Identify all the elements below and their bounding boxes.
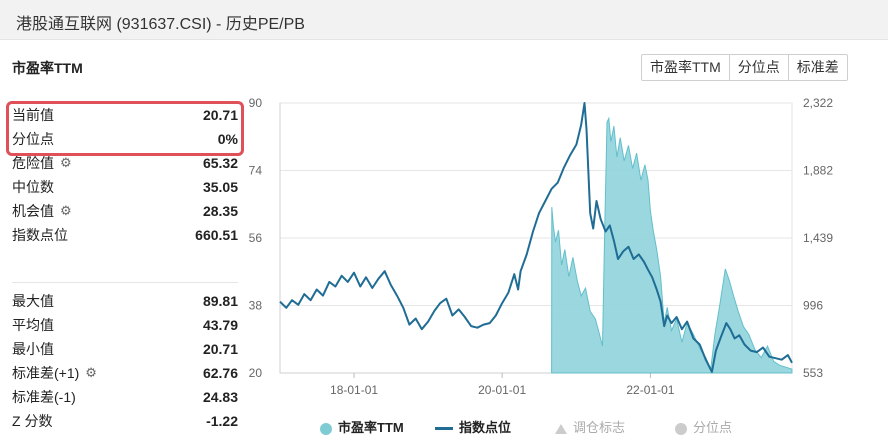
section-title: 市盈率TTM <box>12 60 83 76</box>
stat-value: 89.81 <box>202 293 238 309</box>
y-right-tick-label: 996 <box>803 299 823 313</box>
stat-value: 43.79 <box>202 317 238 333</box>
y-right-tick-label: 1,439 <box>803 231 833 245</box>
tab-std-dev[interactable]: 标准差 <box>796 59 839 75</box>
stat-value: 20.71 <box>202 341 238 357</box>
gear-icon[interactable]: ⚙ <box>60 155 72 170</box>
legend-dot-icon <box>675 422 687 435</box>
stat-value: 24.83 <box>202 389 238 405</box>
x-tick-label: 18-01-01 <box>330 383 378 397</box>
stats-divider <box>12 282 238 283</box>
stat-row-opportunity-value: 机会值 ⚙ 28.35 <box>12 199 238 223</box>
window-title-bar: 港股通互联网 (931637.CSI) - 历史PE/PB <box>0 0 888 40</box>
y-right-tick-label: 1,882 <box>803 164 833 178</box>
legend-pe-ttm[interactable]: 市盈率TTM <box>320 418 404 438</box>
stat-label: 当前值 <box>12 107 54 123</box>
stat-label: 最小值 <box>12 341 54 357</box>
stat-row-std-minus-1: 标准差(-1) 24.83 <box>12 385 238 409</box>
stat-value: 35.05 <box>202 179 238 195</box>
y-left-tick-label: 56 <box>249 231 263 245</box>
stat-row-mean-value: 平均值 43.79 <box>12 313 238 337</box>
pe-ttm-area <box>551 116 793 374</box>
stat-label: 中位数 <box>12 179 54 195</box>
stat-label: Z 分数 <box>12 413 53 429</box>
stat-label: 指数点位 <box>12 227 68 243</box>
y-right-tick-label: 2,322 <box>803 96 833 110</box>
gear-icon[interactable]: ⚙ <box>60 203 72 218</box>
y-left-tick-label: 20 <box>249 366 263 380</box>
legend-dot-icon <box>320 422 332 435</box>
stat-value: 660.51 <box>195 227 238 243</box>
stat-row-index-level: 指数点位 660.51 <box>12 223 238 247</box>
x-tick-label: 20-01-01 <box>478 383 526 397</box>
legend-triangle-icon <box>555 423 567 434</box>
stat-row-danger-value: 危险值 ⚙ 65.32 <box>12 151 238 175</box>
stat-value: 28.35 <box>202 203 238 219</box>
stat-value: 62.76 <box>202 365 238 381</box>
stat-label: 标准差(-1) <box>12 389 76 405</box>
stat-row-max-value: 最大值 89.81 <box>12 289 238 313</box>
stat-label: 标准差(+1) ⚙ <box>12 361 97 385</box>
tab-pe-ttm[interactable]: 市盈率TTM <box>642 55 730 80</box>
window-title: 港股通互联网 (931637.CSI) - 历史PE/PB <box>16 16 305 33</box>
stat-row-z-score: Z 分数 -1.22 <box>12 409 238 433</box>
stat-value: 0% <box>217 131 238 147</box>
stat-row-current-value: 当前值 20.71 <box>12 103 238 127</box>
stat-value: 20.71 <box>202 107 238 123</box>
x-tick-label: 22-01-01 <box>626 383 674 397</box>
gear-icon[interactable]: ⚙ <box>85 365 97 380</box>
stat-label: 危险值 ⚙ <box>12 151 72 175</box>
y-left-tick-label: 74 <box>249 164 263 178</box>
stat-row-std-plus-1: 标准差(+1) ⚙ 62.76 <box>12 361 238 385</box>
tab-percentile[interactable]: 分位点 <box>730 55 789 80</box>
stat-row-min-value: 最小值 20.71 <box>12 337 238 361</box>
stat-row-median: 中位数 35.05 <box>12 175 238 199</box>
current-value-highlight <box>6 101 244 156</box>
legend-line-icon <box>435 427 453 431</box>
stat-label: 最大值 <box>12 293 54 309</box>
y-left-tick-label: 90 <box>249 96 263 110</box>
legend-label: 指数点位 <box>459 420 512 435</box>
stat-label: 分位点 <box>12 131 54 147</box>
stat-value: -1.22 <box>206 413 238 429</box>
stat-value: 65.32 <box>202 155 238 171</box>
stat-label: 平均值 <box>12 317 54 333</box>
stat-label: 机会值 ⚙ <box>12 199 72 223</box>
legend-label: 调仓标志 <box>573 420 626 435</box>
stat-row-percentile: 分位点 0% <box>12 127 238 151</box>
legend-percentile[interactable]: 分位点 <box>675 418 732 438</box>
y-right-tick-label: 553 <box>803 366 823 380</box>
legend-label: 分位点 <box>693 420 733 435</box>
index-level-line <box>279 102 793 373</box>
y-left-tick-label: 38 <box>249 299 263 313</box>
metric-tabs: 市盈率TTM 分位点 标准差 <box>641 54 848 81</box>
legend-rebalance-mark[interactable]: 调仓标志 <box>555 418 625 438</box>
legend-index-level[interactable]: 指数点位 <box>435 418 511 438</box>
legend-label: 市盈率TTM <box>338 420 404 435</box>
